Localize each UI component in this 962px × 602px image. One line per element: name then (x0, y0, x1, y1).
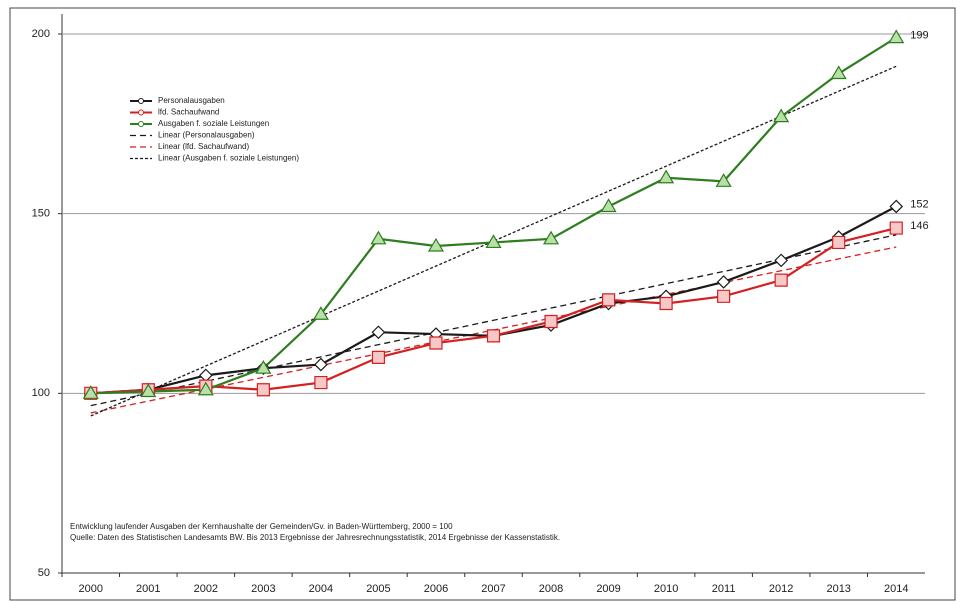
end-label: 199 (910, 29, 928, 41)
x-tick-label: 2002 (194, 583, 218, 595)
marker (542, 230, 560, 245)
x-tick-label: 2010 (654, 583, 678, 595)
marker (773, 108, 790, 123)
marker (485, 234, 502, 249)
legend-label: Ausgaben f. soziale Leistungen (158, 119, 269, 128)
legend-label: lfd. Sachaufwand (158, 108, 219, 117)
marker (715, 173, 732, 187)
marker (658, 169, 675, 184)
marker (314, 375, 328, 390)
marker (371, 350, 386, 364)
legend-label: Personalausgaben (158, 96, 225, 105)
x-tick-label: 2001 (136, 583, 160, 595)
marker (371, 325, 386, 340)
marker (486, 329, 501, 343)
x-tick-label: 2008 (539, 583, 563, 595)
legend-label: Linear (Ausgaben f. soziale Leistungen) (158, 154, 299, 163)
trend-line (90, 234, 897, 407)
x-tick-label: 2004 (309, 583, 333, 595)
marker (255, 359, 272, 374)
legend-marker (138, 109, 144, 116)
marker (82, 385, 99, 399)
marker (717, 289, 731, 303)
marker (888, 29, 905, 44)
x-tick-label: 2000 (79, 583, 103, 595)
marker (314, 357, 328, 372)
marker (774, 273, 788, 287)
marker (429, 336, 443, 350)
y-tick-label: 100 (32, 387, 50, 399)
marker (830, 65, 847, 80)
frame (9, 7, 956, 601)
end-label: 146 (910, 220, 928, 232)
x-tick-label: 2014 (884, 583, 908, 595)
marker (312, 306, 329, 320)
x-tick-label: 2005 (366, 583, 390, 595)
marker (659, 296, 673, 311)
marker (256, 383, 270, 397)
end-label: 152 (910, 198, 928, 210)
x-tick-label: 2011 (712, 583, 736, 595)
marker (889, 199, 904, 214)
y-tick-label: 200 (32, 28, 50, 40)
x-tick-label: 2013 (826, 583, 850, 595)
marker (197, 381, 214, 396)
note: Entwicklung laufender Ausgaben der Kernh… (70, 522, 453, 531)
x-tick-label: 2012 (769, 583, 793, 595)
x-tick-label: 2006 (424, 583, 448, 595)
marker (832, 235, 846, 250)
note: Quelle: Daten des Statistischen Landesam… (70, 533, 560, 542)
x-tick-label: 2007 (481, 583, 505, 595)
y-tick-label: 150 (32, 208, 50, 220)
legend-marker (138, 121, 144, 127)
legend-label: Linear (Personalausgaben) (158, 131, 255, 140)
y-tick-label: 50 (38, 567, 50, 579)
marker (544, 314, 558, 329)
legend-label: Linear (lfd. Sachaufwand) (158, 142, 250, 151)
marker (601, 293, 616, 307)
marker (716, 275, 731, 289)
marker (600, 198, 617, 213)
marker (370, 230, 387, 245)
marker (140, 383, 157, 398)
trend-line (90, 65, 897, 417)
marker (889, 221, 903, 235)
legend-marker (138, 98, 144, 104)
marker (774, 253, 789, 268)
x-tick-label: 2009 (596, 583, 620, 595)
x-tick-label: 2003 (251, 583, 275, 595)
marker (427, 237, 445, 252)
